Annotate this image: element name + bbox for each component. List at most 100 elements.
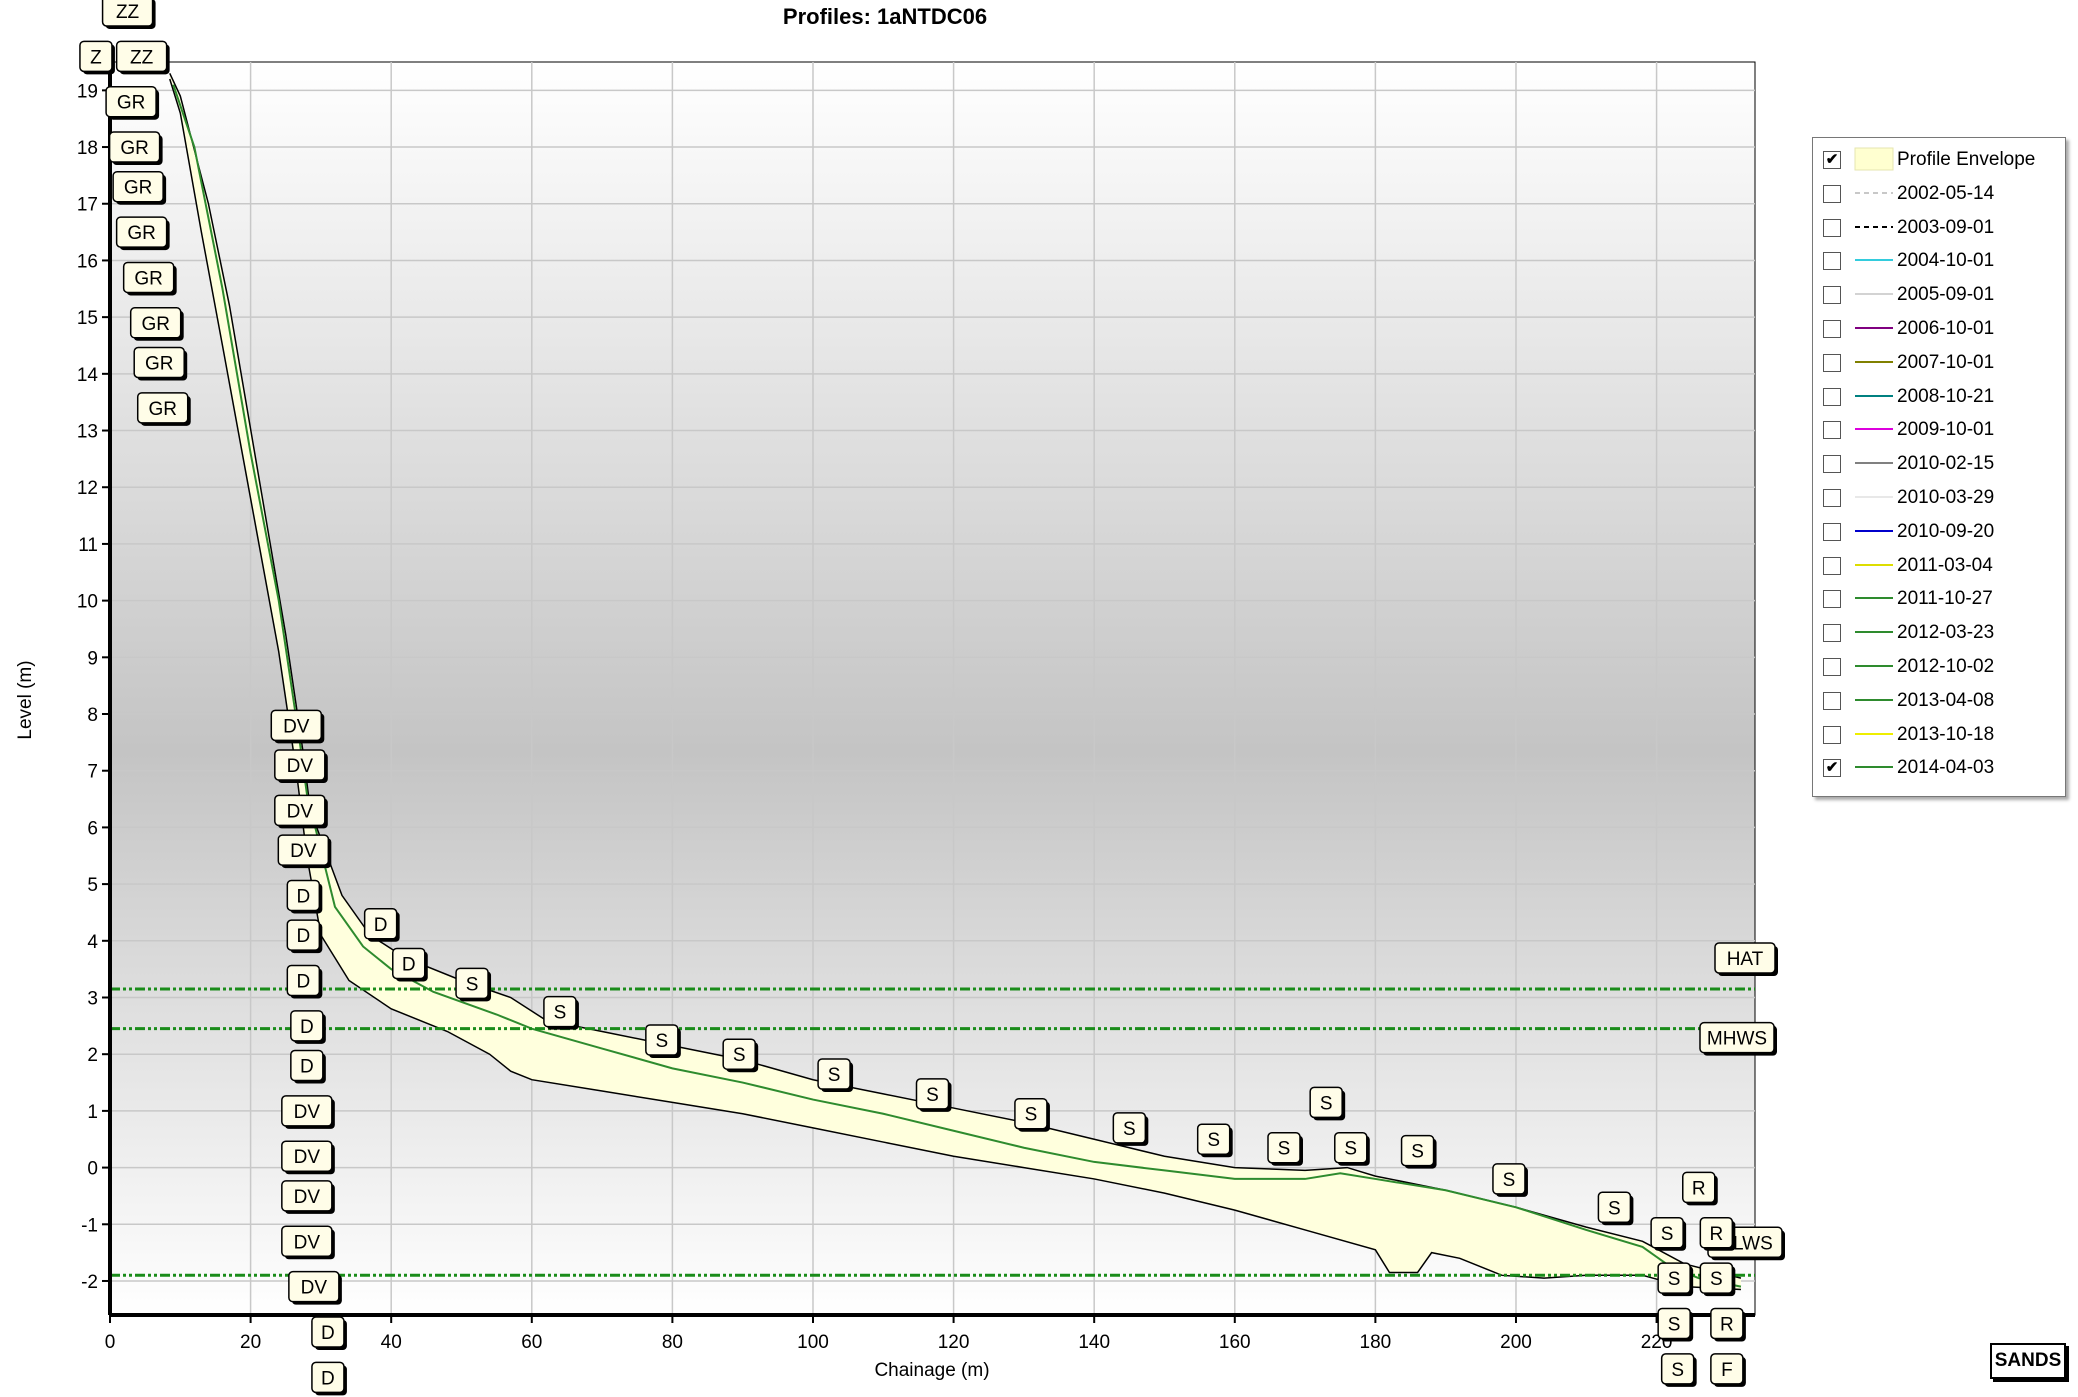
point-label: DV (274, 794, 328, 829)
point-label: ZZ (115, 40, 170, 75)
legend-item[interactable]: 2007-10-01 (1813, 347, 2063, 377)
legend-checkbox[interactable] (1823, 286, 1841, 305)
legend-checkbox[interactable] (1823, 658, 1841, 676)
legend-label: 2010-09-20 (1897, 520, 1995, 542)
point-label: R (1699, 1217, 1736, 1251)
legend-item[interactable]: 2011-03-04 (1813, 550, 2063, 580)
y-tick-label: 18 (77, 138, 98, 159)
legend-checkbox[interactable] (1823, 590, 1841, 609)
legend-checkbox[interactable] (1823, 353, 1841, 372)
legend-item[interactable]: 2011-10-27 (1813, 583, 2063, 613)
point-label-text: GR (141, 314, 170, 335)
point-label: GR (129, 307, 184, 341)
x-tick-label: 160 (1219, 1332, 1251, 1353)
point-label: S (1267, 1131, 1303, 1166)
legend-item[interactable]: 2012-10-02 (1813, 651, 2063, 681)
tide-label-text: MHWS (1707, 1029, 1767, 1050)
point-label-text: DV (287, 801, 314, 822)
point-label: S (915, 1078, 952, 1112)
point-label: R (1682, 1171, 1718, 1206)
legend-item[interactable]: 2013-04-08 (1813, 685, 2063, 715)
legend-swatch (1855, 191, 1893, 194)
legend-checkbox[interactable] (1823, 455, 1841, 474)
point-label-text: S (1344, 1139, 1357, 1160)
point-label: S (817, 1058, 854, 1093)
y-tick-label: 13 (77, 422, 98, 443)
point-label: S (1657, 1307, 1694, 1342)
legend-label: 2008-10-21 (1897, 385, 1995, 407)
point-label-text: GR (117, 93, 146, 114)
point-label: S (1657, 1262, 1694, 1297)
y-tick-label: 19 (77, 81, 98, 102)
legend-item[interactable]: 2013-10-18 (1813, 719, 2063, 749)
legend-checkbox[interactable] (1823, 556, 1841, 575)
y-tick-label: 4 (87, 932, 98, 953)
point-label-text: D (321, 1368, 335, 1389)
point-label-text: F (1721, 1360, 1733, 1381)
point-label-text: S (1608, 1198, 1621, 1219)
legend-checkbox[interactable] (1823, 624, 1841, 643)
point-labels-layer: ZZZ ZZGRGRGRGRGRGRGRGRDVDVDVDVDDDDDDVDVDV… (79, 0, 1746, 1396)
legend-checkbox[interactable] (1823, 218, 1841, 237)
legend-swatch (1855, 293, 1893, 296)
legend-item[interactable]: 2003-09-01 (1813, 212, 2063, 242)
point-label-text: S (1668, 1315, 1681, 1336)
point-label-text: S (733, 1045, 746, 1066)
y-tick-label: 0 (87, 1159, 98, 1180)
x-tick-label: 0 (105, 1332, 116, 1353)
legend-item[interactable]: 2005-09-01 (1813, 279, 2063, 309)
legend-item[interactable]: 2002-05-14 (1813, 178, 2063, 208)
legend-item[interactable]: 2010-09-20 (1813, 516, 2063, 546)
legend-checkbox[interactable] (1823, 421, 1841, 440)
legend-item[interactable]: 2006-10-01 (1813, 313, 2063, 343)
point-label-text: Z (90, 47, 102, 68)
legend: ✔ Profile Envelope 2002-05-14 2003-09-01 200… (1812, 137, 2066, 797)
legend-item[interactable]: ✔ Profile Envelope (1813, 144, 2063, 174)
point-label: S (722, 1038, 759, 1073)
legend-checkbox[interactable] (1823, 184, 1841, 203)
point-label-text: DV (294, 1147, 321, 1168)
legend-swatch (1855, 428, 1893, 431)
legend-checkbox[interactable]: ✔ (1823, 151, 1841, 169)
legend-label: 2004-10-01 (1897, 250, 1995, 272)
legend-item[interactable]: 2010-02-15 (1813, 448, 2063, 478)
y-tick-label: -1 (81, 1215, 98, 1236)
point-label: S (1660, 1353, 1697, 1387)
point-label-text: D (296, 971, 310, 992)
legend-item[interactable]: 2004-10-01 (1813, 245, 2063, 275)
legend-checkbox[interactable] (1823, 252, 1841, 271)
point-label-text: D (300, 1057, 314, 1078)
legend-swatch (1855, 766, 1893, 769)
point-label: S (1112, 1112, 1149, 1146)
sands-badge: SANDS (1990, 1343, 2066, 1379)
x-tick-label: 140 (1078, 1332, 1110, 1353)
legend-checkbox[interactable] (1823, 489, 1841, 507)
point-label: DV (270, 709, 325, 744)
legend-label: 2011-03-04 (1897, 554, 1993, 576)
legend-checkbox[interactable] (1823, 725, 1841, 744)
legend-swatch (1855, 597, 1893, 600)
y-tick-label: 7 (87, 762, 98, 783)
legend-item[interactable]: 2012-03-23 (1813, 617, 2063, 647)
point-label-text: S (1671, 1360, 1684, 1381)
legend-item[interactable]: 2010-03-29 (1813, 482, 2063, 512)
y-tick-label: 9 (87, 648, 98, 669)
legend-label: 2002-05-14 (1897, 182, 1995, 204)
point-label: DV (281, 1180, 335, 1214)
legend-checkbox[interactable]: ✔ (1823, 759, 1841, 778)
legend-checkbox[interactable] (1823, 387, 1841, 406)
legend-item[interactable]: ✔ 2014-04-03 (1813, 752, 2063, 782)
x-tick-label: 120 (938, 1332, 970, 1353)
legend-item[interactable]: 2009-10-01 (1813, 414, 2063, 444)
point-label-text: S (1025, 1105, 1038, 1126)
y-tick-label: 10 (77, 592, 98, 613)
y-tick-label: 15 (77, 308, 98, 329)
legend-item[interactable]: 2008-10-21 (1813, 381, 2063, 411)
legend-label: Profile Envelope (1897, 149, 2036, 170)
legend-checkbox[interactable] (1823, 320, 1841, 338)
legend-checkbox[interactable] (1823, 522, 1841, 541)
legend-label: 2006-10-01 (1897, 318, 1995, 339)
legend-checkbox[interactable] (1823, 691, 1841, 710)
point-label: S (645, 1024, 681, 1059)
point-label-text: ZZ (130, 47, 154, 68)
